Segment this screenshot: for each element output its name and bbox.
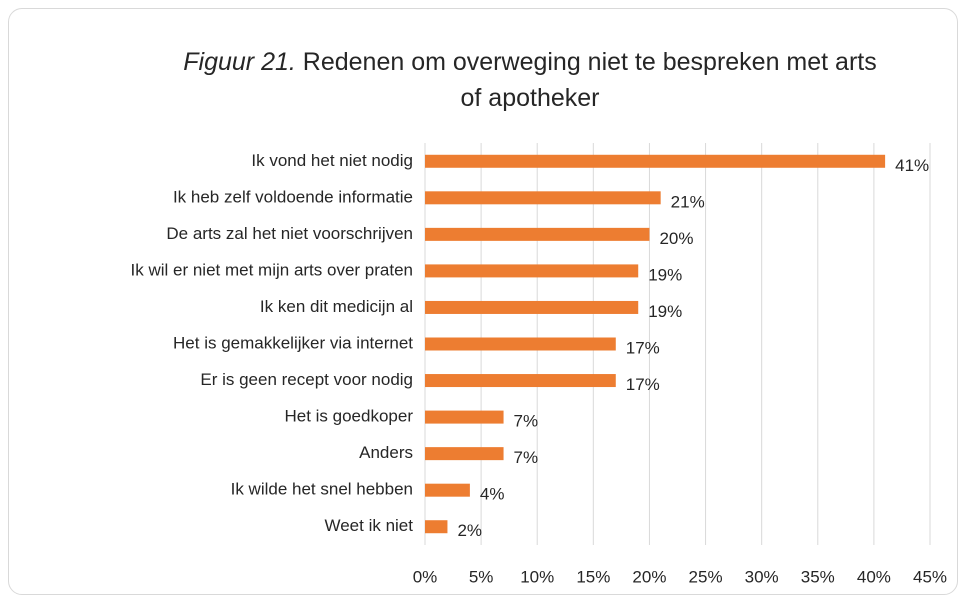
bar xyxy=(425,227,650,241)
y-tick-label: De arts zal het niet voorschrijven xyxy=(166,224,413,243)
x-tick-label: 5% xyxy=(469,567,494,586)
chart-title: Figuur 21. Redenen om overweging niet te… xyxy=(175,44,885,116)
bar xyxy=(425,264,639,278)
x-tick-label: 25% xyxy=(689,567,723,586)
value-label: 2% xyxy=(457,521,482,540)
y-tick-label: Er is geen recept voor nodig xyxy=(200,370,413,389)
bar xyxy=(425,191,661,205)
x-tick-label: 40% xyxy=(857,567,891,586)
value-label: 17% xyxy=(626,375,660,394)
bar xyxy=(425,483,470,497)
value-label: 7% xyxy=(514,448,539,467)
value-label: 41% xyxy=(895,156,929,175)
x-tick-label: 0% xyxy=(413,567,438,586)
x-tick-label: 20% xyxy=(632,567,666,586)
value-label: 19% xyxy=(648,265,682,284)
value-label: 20% xyxy=(659,229,693,248)
value-label: 4% xyxy=(480,485,505,504)
bar xyxy=(425,520,448,534)
bar xyxy=(425,447,504,461)
bar xyxy=(425,154,886,168)
x-tick-label: 15% xyxy=(576,567,610,586)
y-tick-label: Ik vond het niet nodig xyxy=(251,151,413,170)
value-label: 17% xyxy=(626,338,660,357)
y-tick-label: Het is goedkoper xyxy=(284,407,413,426)
bar xyxy=(425,337,616,351)
title-text: Redenen om overweging niet te bespreken … xyxy=(302,48,877,112)
value-label: 21% xyxy=(671,192,705,211)
value-label: 19% xyxy=(648,302,682,321)
title-emphasis: Figuur 21. xyxy=(183,48,296,76)
x-tick-label: 35% xyxy=(801,567,835,586)
y-tick-label: Ik ken dit medicijn al xyxy=(260,297,413,316)
y-tick-label: Ik wil er niet met mijn arts over praten xyxy=(131,260,413,279)
x-tick-label: 45% xyxy=(913,567,947,586)
y-tick-label: Weet ik niet xyxy=(324,516,413,535)
y-tick-label: Ik wilde het snel hebben xyxy=(231,480,413,499)
y-tick-label: Ik heb zelf voldoende informatie xyxy=(173,187,413,206)
value-label: 7% xyxy=(514,412,539,431)
bar xyxy=(425,374,616,388)
y-tick-label: Anders xyxy=(359,443,413,462)
bar xyxy=(425,300,639,314)
y-tick-label: Het is gemakkelijker via internet xyxy=(173,333,413,352)
bar xyxy=(425,410,504,424)
x-tick-label: 10% xyxy=(520,567,554,586)
chart-frame xyxy=(8,8,958,595)
x-tick-label: 30% xyxy=(745,567,779,586)
